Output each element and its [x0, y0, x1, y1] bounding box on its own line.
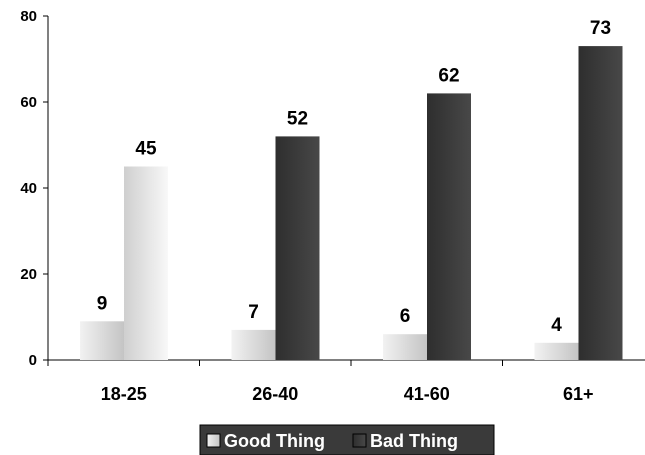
bar-good-thing [383, 334, 427, 360]
x-tick-label: 18-25 [101, 384, 147, 404]
y-tick-label: 60 [20, 94, 37, 111]
bar-bad-thing [124, 166, 168, 360]
data-label: 62 [438, 65, 459, 86]
axes: 0 20 40 60 80 18-25 26-40 41-60 61+ [20, 8, 645, 404]
data-label: 6 [400, 306, 411, 327]
data-label: 73 [590, 18, 611, 39]
data-label: 9 [97, 293, 108, 314]
data-label: 4 [551, 315, 562, 336]
x-tick-label: 61+ [563, 384, 594, 404]
y-tick-label: 40 [20, 180, 37, 197]
bar-good-thing [231, 329, 276, 360]
data-labels: 9 45 7 52 6 62 4 73 [97, 18, 611, 336]
bar-bad-thing [275, 136, 320, 360]
legend: Good Thing Bad Thing [199, 424, 495, 455]
bar-bad-thing [578, 46, 623, 360]
data-label: 52 [287, 108, 308, 129]
x-tick-label: 26-40 [252, 384, 298, 404]
x-tick-label: 41-60 [404, 384, 450, 404]
legend-label: Bad Thing [370, 431, 458, 451]
legend-label: Good Thing [224, 431, 325, 451]
bars [80, 46, 623, 361]
legend-swatch [206, 433, 221, 448]
data-label: 7 [248, 302, 259, 323]
bar-bad-thing [427, 93, 471, 361]
legend-swatch [352, 433, 367, 448]
y-tick-label: 20 [20, 266, 37, 283]
data-label: 45 [135, 139, 157, 160]
y-tick-label: 80 [20, 8, 37, 25]
bar-good-thing [534, 342, 579, 360]
bar-good-thing [80, 321, 124, 360]
legend-box [199, 424, 495, 455]
y-tick-label: 0 [29, 352, 37, 369]
